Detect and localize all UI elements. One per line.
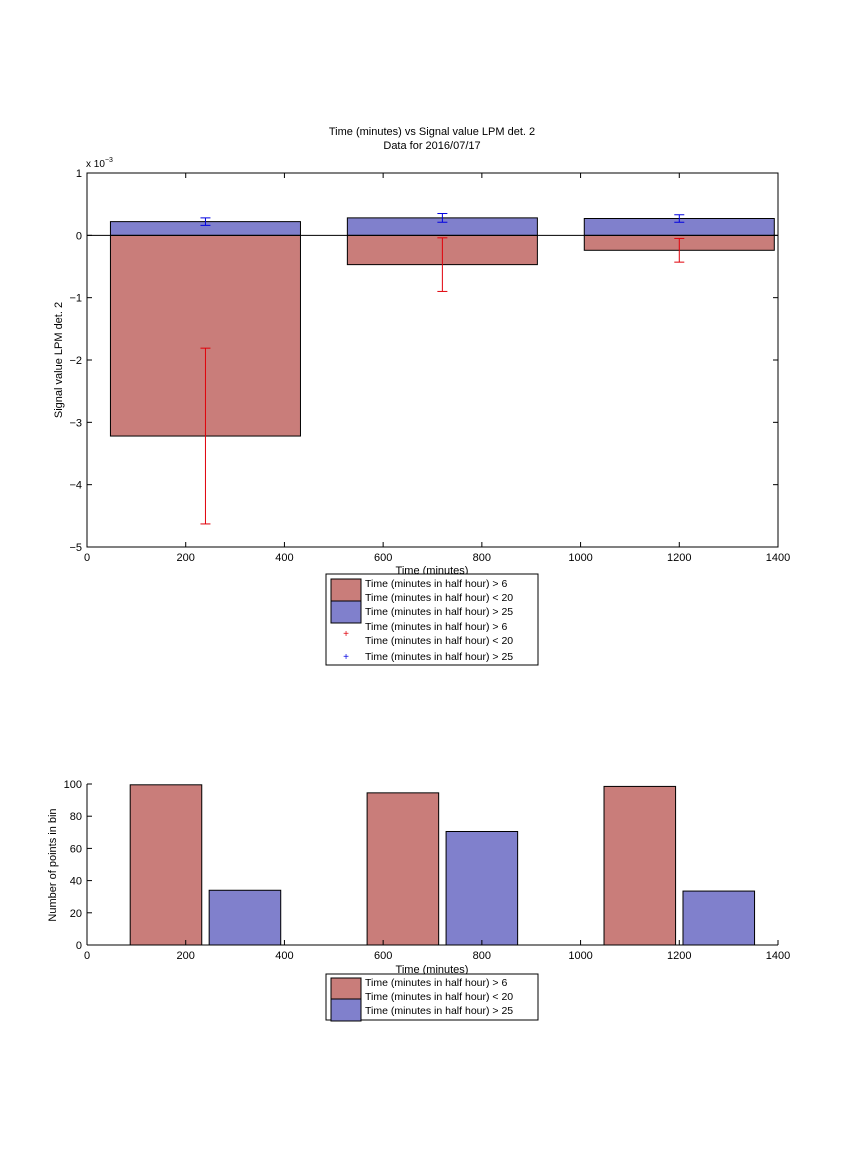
errorbar-series-1-bin-1 bbox=[200, 347, 211, 525]
y-tick-label: 0 bbox=[76, 940, 82, 952]
y-axis-ticks: 0 20 40 60 80 100 bbox=[64, 779, 92, 952]
y-tick-label: −2 bbox=[69, 355, 82, 367]
count-bar-series-1-bin-1 bbox=[129, 784, 203, 946]
y-tick-label: 1 bbox=[76, 168, 82, 180]
count-bar-series-2-bin-3 bbox=[682, 890, 756, 946]
axes bbox=[86, 784, 778, 946]
legend: Time (minutes in half hour) > 6 Time (mi… bbox=[325, 573, 539, 666]
x-tick-label: 1400 bbox=[766, 552, 790, 564]
x-axis-ticks: 0 200 400 600 800 1000 1200 1400 bbox=[84, 940, 790, 962]
x-tick-label: 1400 bbox=[766, 950, 790, 962]
legend-swatch-series-2 bbox=[330, 998, 362, 1022]
count-bar-series-1-bin-2 bbox=[366, 792, 440, 946]
series-1-errorbars bbox=[200, 237, 685, 525]
chart-subtitle: Data for 2016/07/17 bbox=[383, 140, 480, 152]
x-tick-label: 1000 bbox=[568, 552, 592, 564]
x-tick-label: 200 bbox=[177, 950, 195, 962]
count-bar-series-1-bin-3 bbox=[603, 785, 677, 946]
y-multiplier-exponent: −3 bbox=[105, 157, 113, 164]
x-axis-label: Time (minutes) bbox=[396, 964, 469, 976]
x-tick-label: 800 bbox=[473, 950, 491, 962]
y-tick-label: −1 bbox=[69, 293, 82, 305]
y-axis-ticks: 1 0 −1 −2 −3 −4 −5 bbox=[69, 168, 778, 554]
legend-swatch-series-1 bbox=[330, 578, 362, 604]
x-tick-label: 1000 bbox=[568, 950, 592, 962]
legend-label-series-2: Time (minutes in half hour) > 25 bbox=[365, 606, 513, 618]
y-axis-label: Signal value LPM det. 2 bbox=[53, 302, 65, 418]
legend-label-series-2: Time (minutes in half hour) > 25 bbox=[365, 1005, 513, 1017]
legend-swatch-series-2 bbox=[330, 600, 362, 624]
legend-label-errorbar-1-line-2: Time (minutes in half hour) < 20 bbox=[365, 635, 513, 647]
signal-chart: Time (minutes) vs Signal value LPM det. … bbox=[53, 126, 790, 666]
errorbar-series-1-bin-2 bbox=[437, 237, 448, 292]
y-tick-label: −3 bbox=[69, 417, 82, 429]
y-tick-label: −4 bbox=[69, 480, 82, 492]
legend-label-series-1-line-1: Time (minutes in half hour) > 6 bbox=[365, 578, 507, 590]
legend-swatch-series-1 bbox=[330, 977, 362, 1001]
chart-title: Time (minutes) vs Signal value LPM det. … bbox=[329, 126, 535, 138]
errorbar-series-1-bin-3 bbox=[674, 237, 685, 263]
legend-label-errorbar-2: Time (minutes in half hour) > 25 bbox=[365, 651, 513, 663]
x-axis-ticks: 0 200 400 600 800 1000 1200 1400 bbox=[84, 173, 790, 564]
x-tick-label: 600 bbox=[374, 552, 392, 564]
legend-label-series-1-line-1: Time (minutes in half hour) > 6 bbox=[365, 977, 507, 989]
legend-marker-errorbar-2: + bbox=[343, 652, 349, 663]
errorbar-series-2-bin-1 bbox=[200, 217, 211, 226]
y-tick-label: 40 bbox=[70, 876, 82, 888]
y-multiplier: x 10−3 bbox=[86, 157, 113, 170]
y-tick-label: 0 bbox=[76, 230, 82, 242]
y-tick-label: 80 bbox=[70, 811, 82, 823]
count-bar-series-2-bin-2 bbox=[445, 830, 519, 946]
y-axis-label: Number of points in bin bbox=[47, 808, 59, 921]
y-tick-label: 20 bbox=[70, 908, 82, 920]
x-tick-label: 1200 bbox=[667, 552, 691, 564]
errorbar-series-2-bin-3 bbox=[674, 214, 685, 223]
x-tick-label: 400 bbox=[275, 552, 293, 564]
y-tick-label: 100 bbox=[64, 779, 82, 791]
x-tick-label: 400 bbox=[275, 950, 293, 962]
y-tick-label: −5 bbox=[69, 542, 82, 554]
count-bars bbox=[129, 784, 756, 946]
errorbar-series-2-bin-2 bbox=[437, 213, 448, 223]
x-tick-label: 200 bbox=[177, 552, 195, 564]
series-2-errorbars bbox=[200, 213, 685, 226]
y-tick-label: 60 bbox=[70, 843, 82, 855]
legend-marker-errorbar-1: + bbox=[343, 629, 349, 640]
legend: Time (minutes in half hour) > 6 Time (mi… bbox=[325, 973, 539, 1022]
x-tick-label: 600 bbox=[374, 950, 392, 962]
count-chart: 0 200 400 600 800 1000 1200 1400 0 20 40 60 80 100 T… bbox=[47, 779, 790, 1022]
legend-label-series-1-line-2: Time (minutes in half hour) < 20 bbox=[365, 991, 513, 1003]
x-tick-label: 800 bbox=[473, 552, 491, 564]
count-bar-series-2-bin-1 bbox=[208, 889, 282, 946]
x-tick-label: 0 bbox=[84, 552, 90, 564]
legend-label-series-1-line-2: Time (minutes in half hour) < 20 bbox=[365, 592, 513, 604]
x-tick-label: 0 bbox=[84, 950, 90, 962]
x-tick-label: 1200 bbox=[667, 950, 691, 962]
legend-label-errorbar-1-line-1: Time (minutes in half hour) > 6 bbox=[365, 621, 507, 633]
